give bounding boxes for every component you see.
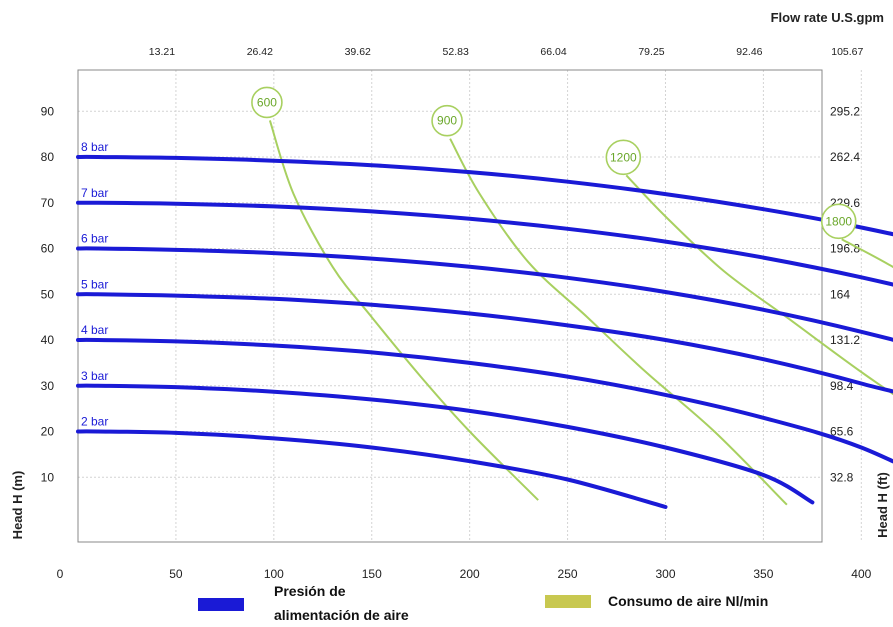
grid <box>78 70 862 542</box>
x-tick-label: 50 <box>169 567 183 581</box>
y-tick-label: 40 <box>41 333 55 347</box>
top-axis-title: Flow rate U.S.gpm <box>771 10 884 25</box>
pressure-line-6-bar <box>76 246 893 342</box>
air-consumption-badges: 600 900 1200 1800 <box>251 86 857 240</box>
bottom-axis-ticks: 0501001502002503003504004505005506006507… <box>57 567 872 581</box>
top-tick-label: 52.83 <box>443 46 469 58</box>
pressure-lines <box>76 154 893 509</box>
pressure-label: 2 bar <box>81 415 108 429</box>
pressure-line-2-bar <box>76 429 668 509</box>
y-tick-label: 20 <box>41 425 55 439</box>
air-badge-900 <box>431 104 463 137</box>
pressure-label: 3 bar <box>81 369 108 383</box>
pressure-label: 8 bar <box>81 140 108 154</box>
y-tick-label: 30 <box>41 379 55 393</box>
legend: Presión de alimentación de aire Consumo … <box>198 583 768 623</box>
x-tick-label: 150 <box>362 567 382 581</box>
pressure-line-7-bar <box>76 200 893 287</box>
legend-label-pressure-line2: alimentación de aire <box>274 607 409 623</box>
y-tick-label: 50 <box>41 287 55 301</box>
air-badge-1200 <box>605 139 642 176</box>
pressure-line-5-bar <box>76 292 893 394</box>
y-right-tick-label: 196.8 <box>830 242 860 256</box>
top-tick-label: 66.04 <box>540 46 566 58</box>
x-tick-label: 0 <box>57 567 64 581</box>
top-tick-label: 79.25 <box>638 46 664 58</box>
pressure-label: 7 bar <box>81 186 108 200</box>
y-right-tick-label: 164 <box>830 287 850 301</box>
air-badge-1800 <box>820 203 857 240</box>
y-tick-label: 70 <box>41 196 55 210</box>
air-badge-label: 1200 <box>610 150 637 164</box>
x-tick-label: 250 <box>558 567 578 581</box>
top-tick-label: 13.21 <box>149 46 175 58</box>
legend-swatch-pressure <box>198 598 244 611</box>
x-tick-label: 350 <box>753 567 773 581</box>
top-tick-label: 105.67 <box>831 46 863 58</box>
plot-frame <box>77 69 823 543</box>
y-tick-label: 80 <box>41 150 55 164</box>
air-line-1200 <box>625 174 893 396</box>
pressure-label: 5 bar <box>81 277 108 291</box>
pressure-label: 4 bar <box>81 323 108 337</box>
left-axis-ticks: 10 20 30 40 50 60 70 80 90 <box>41 104 55 484</box>
y-tick-label: 90 <box>41 104 55 118</box>
air-badge-600 <box>251 86 283 119</box>
y-tick-label: 60 <box>41 242 55 256</box>
y-right-tick-label: 295.2 <box>830 104 860 118</box>
air-consumption-lines <box>268 120 893 506</box>
top-tick-label: 39.62 <box>345 46 371 58</box>
y-right-tick-label: 131.2 <box>830 333 860 347</box>
pressure-line-4-bar <box>76 337 893 464</box>
air-line-600 <box>268 120 539 501</box>
pressure-label: 6 bar <box>81 232 108 246</box>
top-tick-label: 26.42 <box>247 46 273 58</box>
pressure-line-3-bar <box>76 383 815 505</box>
air-badge-label: 1800 <box>825 214 852 228</box>
pressure-labels: 2 bar 3 bar 4 bar 5 bar 6 bar 7 bar 8 bar <box>81 140 108 429</box>
left-axis-title: Head H (m) <box>10 471 25 540</box>
legend-swatch-air <box>545 595 591 608</box>
x-tick-label: 400 <box>851 567 871 581</box>
y-right-tick-label: 65.6 <box>830 425 854 439</box>
legend-label-pressure: Presión de <box>274 583 346 599</box>
x-tick-label: 100 <box>264 567 284 581</box>
x-tick-label: 300 <box>655 567 675 581</box>
air-badge-label: 600 <box>257 95 277 109</box>
top-tick-label: 92.46 <box>736 46 762 58</box>
y-right-tick-label: 98.4 <box>830 379 854 393</box>
air-line-900 <box>449 138 788 506</box>
pressure-line-8-bar <box>76 154 893 237</box>
x-tick-label: 200 <box>460 567 480 581</box>
air-badge-label: 900 <box>437 114 457 128</box>
y-tick-label: 10 <box>41 470 55 484</box>
top-axis-ticks: 13.21 26.42 39.62 52.83 66.04 79.25 92.46 105.6… <box>149 46 864 58</box>
legend-label-air: Consumo de aire Nl/min <box>608 593 768 609</box>
right-axis-title: Head H (ft) <box>875 472 890 538</box>
y-right-tick-label: 262.4 <box>830 150 860 164</box>
y-right-tick-label: 32.8 <box>830 470 854 484</box>
